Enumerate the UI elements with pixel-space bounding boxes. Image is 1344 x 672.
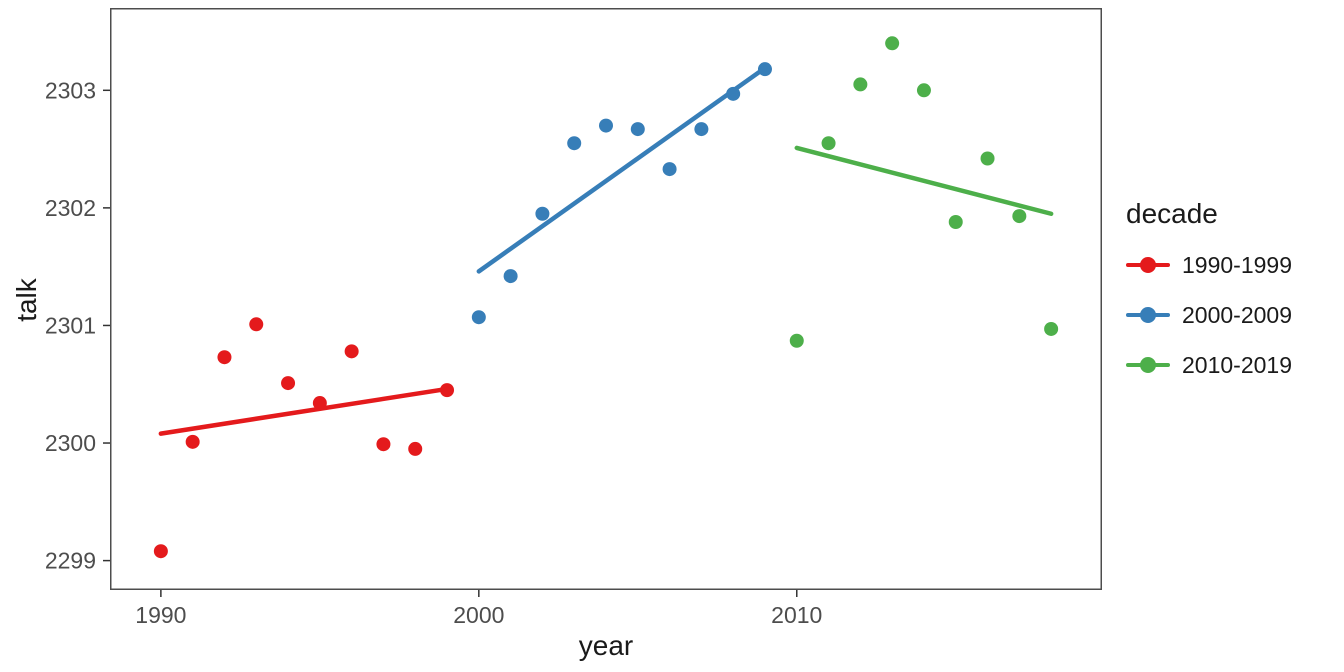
legend-entry-1990s: 1990-1999 xyxy=(1126,248,1292,282)
legend-dot-glyph xyxy=(1140,257,1156,273)
data-point xyxy=(535,206,550,221)
data-point xyxy=(980,151,995,166)
trend-line xyxy=(794,145,1054,217)
y-tick-label: 2303 xyxy=(45,77,96,103)
legend-label: 1990-1999 xyxy=(1182,251,1292,278)
legend: decade 1990-1999 2000-2009 2010-2019 xyxy=(1126,198,1292,398)
panel-border xyxy=(110,8,1102,590)
y-tick-label: 2302 xyxy=(45,195,96,221)
data-point xyxy=(408,441,423,456)
data-point xyxy=(853,77,868,92)
data-point xyxy=(662,162,677,177)
x-tick-label: 2010 xyxy=(771,602,822,628)
data-point xyxy=(885,36,900,51)
data-point xyxy=(217,350,232,365)
data-point xyxy=(789,333,804,348)
data-point xyxy=(153,544,168,559)
trend-line xyxy=(158,386,450,436)
data-point xyxy=(344,344,359,359)
legend-dot-glyph xyxy=(1140,357,1156,373)
data-point xyxy=(821,136,836,151)
data-point xyxy=(471,310,486,325)
y-tick-label: 2299 xyxy=(45,548,96,574)
trend-line xyxy=(476,65,768,274)
data-point xyxy=(694,122,709,137)
legend-entry-2000s: 2000-2009 xyxy=(1126,298,1292,332)
data-point xyxy=(281,376,296,391)
x-tick-label: 1990 xyxy=(135,602,186,628)
y-axis-title: talk xyxy=(11,278,42,322)
legend-title: decade xyxy=(1126,198,1218,229)
data-point xyxy=(376,437,391,452)
legend-key-point-line-icon xyxy=(1126,253,1170,277)
legend-dot-glyph xyxy=(1140,307,1156,323)
data-point xyxy=(948,214,963,229)
x-tick-label: 2000 xyxy=(453,602,504,628)
data-point xyxy=(1044,321,1059,336)
data-point xyxy=(567,136,582,151)
data-point xyxy=(916,83,931,98)
data-point xyxy=(185,434,200,449)
data-point xyxy=(249,317,264,332)
legend-key-point-line-icon xyxy=(1126,303,1170,327)
legend-label: 2010-2019 xyxy=(1182,351,1292,378)
data-point xyxy=(1012,209,1027,224)
legend-key-point-line-icon xyxy=(1126,353,1170,377)
data-point xyxy=(503,269,518,284)
data-point xyxy=(630,122,645,137)
legend-entry-2010s: 2010-2019 xyxy=(1126,348,1292,382)
legend-label: 2000-2009 xyxy=(1182,301,1292,328)
data-point xyxy=(599,118,613,133)
x-axis-title: year xyxy=(578,630,634,661)
y-tick-label: 2301 xyxy=(45,312,96,338)
y-tick-label: 2300 xyxy=(45,430,96,456)
